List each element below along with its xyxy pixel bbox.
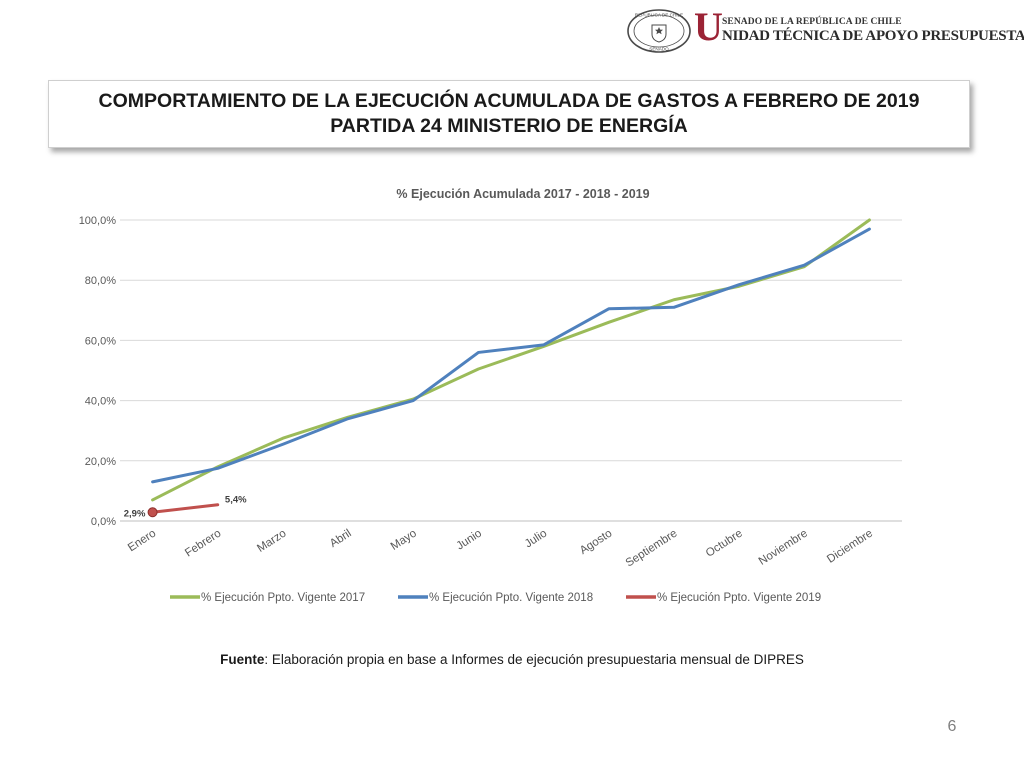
y-tick-label: 40,0% bbox=[85, 396, 116, 408]
legend-label: % Ejecución Ppto. Vigente 2019 bbox=[657, 592, 821, 604]
y-tick-label: 20,0% bbox=[85, 456, 116, 468]
x-tick-label: Junio bbox=[454, 527, 484, 552]
series-point-marker bbox=[147, 507, 158, 518]
y-tick-label: 100,0% bbox=[79, 215, 117, 227]
x-tick-label: Febrero bbox=[183, 527, 223, 559]
logo-top-text: SENADO DE LA REPÚBLICA DE CHILE bbox=[722, 17, 902, 27]
svg-text:SENADO: SENADO bbox=[649, 47, 669, 52]
slide-title-line-2: PARTIDA 24 MINISTERIO DE ENERGÍA bbox=[330, 115, 688, 137]
series-line-1 bbox=[151, 218, 871, 502]
y-tick-label: 60,0% bbox=[85, 335, 116, 347]
logo-letter: U bbox=[694, 4, 723, 49]
legend-label: % Ejecución Ppto. Vigente 2017 bbox=[201, 592, 365, 604]
x-tick-label: Marzo bbox=[255, 527, 288, 554]
page-number: 6 bbox=[947, 718, 957, 735]
x-tick-label: Abril bbox=[328, 527, 354, 550]
source-label: Fuente bbox=[220, 652, 265, 667]
execution-line-chart: % Ejecución Acumulada 2017 - 2018 - 2019… bbox=[79, 187, 902, 604]
slide-title-line-1: COMPORTAMIENTO DE LA EJECUCIÓN ACUMULADA… bbox=[98, 90, 920, 112]
x-tick-label: Agosto bbox=[578, 527, 615, 557]
x-tick-label: Enero bbox=[126, 527, 158, 554]
legend-label: % Ejecución Ppto. Vigente 2018 bbox=[429, 592, 593, 604]
x-tick-label: Diciembre bbox=[825, 527, 875, 565]
data-label: 2,9% bbox=[124, 508, 146, 519]
x-tick-label: Noviembre bbox=[757, 527, 810, 567]
source-text: : Elaboración propia en base a Informes … bbox=[264, 652, 804, 667]
svg-text:REPÚBLICA DE CHILE: REPÚBLICA DE CHILE bbox=[635, 12, 683, 18]
chart-title: % Ejecución Acumulada 2017 - 2018 - 2019 bbox=[396, 187, 649, 201]
y-tick-label: 0,0% bbox=[91, 516, 116, 528]
source-note: Fuente: Elaboración propia en base a Inf… bbox=[0, 652, 1024, 667]
x-tick-label: Mayo bbox=[389, 527, 419, 552]
x-tick-label: Octubre bbox=[704, 527, 745, 559]
unidad-tecnica-logo: REPÚBLICA DE CHILE SENADO U SENADO DE LA… bbox=[624, 4, 1024, 54]
x-tick-label: Septiembre bbox=[624, 527, 680, 569]
series-line-2 bbox=[151, 227, 871, 484]
data-label: 5,4% bbox=[225, 495, 247, 506]
x-tick-label: Julio bbox=[523, 527, 549, 550]
slide-title-box: COMPORTAMIENTO DE LA EJECUCIÓN ACUMULADA… bbox=[48, 80, 970, 148]
senado-seal-icon: REPÚBLICA DE CHILE SENADO bbox=[627, 9, 691, 53]
y-tick-label: 80,0% bbox=[85, 275, 116, 287]
logo-bottom-text: NIDAD TÉCNICA DE APOYO PRESUPUESTARIO bbox=[722, 28, 1024, 44]
series-line-3 bbox=[151, 503, 220, 514]
